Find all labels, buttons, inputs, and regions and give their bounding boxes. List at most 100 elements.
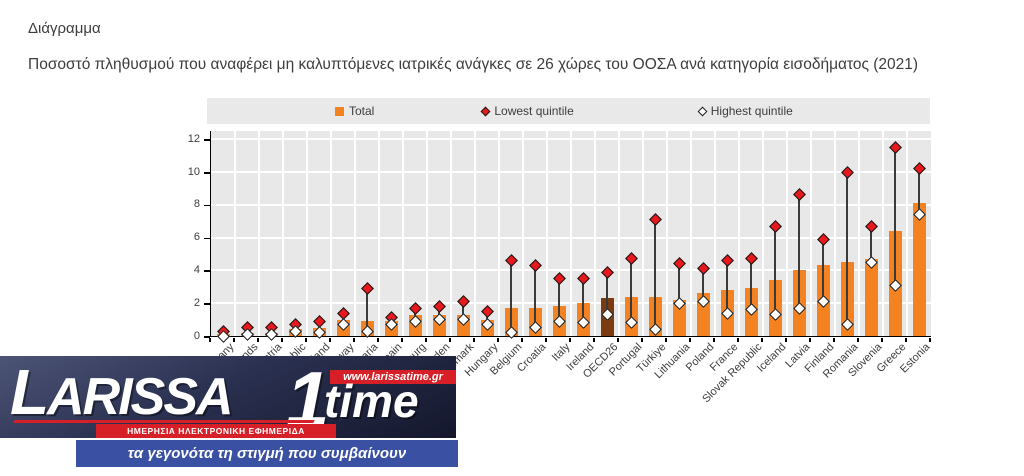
watermark-url: www.larissatime.gr — [330, 370, 456, 384]
gridline-v — [498, 131, 500, 336]
lowest-quintile-marker-Portugal — [624, 252, 638, 266]
gridline-v — [666, 131, 668, 336]
x-axis-tick — [737, 337, 739, 342]
gridline-v — [378, 131, 380, 336]
x-axis-tick — [761, 337, 763, 342]
watermark-subtitle: ΗΜΕΡΗΣΙΑ ΗΛΕΚΤΡΟΝΙΚΗ ΕΦΗΜΕΡΙΔΑ — [96, 424, 336, 438]
gridline-v — [906, 131, 908, 336]
y-axis-label: 0 — [193, 329, 200, 342]
quintile-range-line-Sweden — [438, 306, 440, 320]
x-axis-tick — [377, 337, 379, 342]
y-axis-label: 10 — [187, 165, 200, 178]
quintile-range-line-Denmark — [462, 301, 464, 320]
quintile-range-line-OECD26 — [606, 272, 608, 315]
gridline-v — [738, 131, 740, 336]
y-axis-tick — [204, 172, 210, 174]
highest-quintile-diamond-icon — [697, 106, 708, 116]
y-axis-label: 2 — [193, 296, 200, 309]
gridline-v — [594, 131, 596, 336]
quintile-range-line-Slovenia — [870, 226, 872, 263]
quintile-range-line-Finland — [822, 239, 824, 302]
x-axis-tick — [545, 337, 547, 342]
x-axis-tick — [665, 337, 667, 342]
quintile-range-line-Bulgaria — [366, 288, 368, 332]
gridline-v — [834, 131, 836, 336]
watermark-brand-secondary: time — [324, 375, 419, 427]
y-axis-label: 6 — [193, 231, 200, 244]
watermark-brand-text: LARISSA — [10, 356, 234, 428]
x-axis-tick — [833, 337, 835, 342]
x-axis-tick — [305, 337, 307, 342]
quintile-range-line-Lithuania — [678, 263, 680, 304]
gridline-v — [570, 131, 572, 336]
quintile-range-line-Portugal — [630, 258, 632, 323]
legend-lowest-label: Lowest quintile — [494, 104, 574, 118]
quintile-range-line-Croatia — [534, 265, 536, 328]
quintile-range-line-Iceland — [774, 226, 776, 315]
gridline-v — [858, 131, 860, 336]
watermark-tagline: τα γεγονότα τη στιγμή που συμβαίνουν — [76, 440, 458, 467]
total-square-icon — [335, 106, 344, 116]
gridline-v — [234, 131, 236, 336]
x-axis-tick — [569, 337, 571, 342]
legend-total-label: Total — [349, 104, 375, 118]
x-axis-tick — [281, 337, 283, 342]
quintile-range-line-Greece — [894, 147, 896, 286]
plot-area — [210, 131, 931, 343]
larissatime-watermark: LARISSA 1 www.larissatime.gr time ΗΜΕΡΗΣ… — [0, 356, 459, 470]
x-axis-tick — [521, 337, 523, 342]
x-axis-tick — [785, 337, 787, 342]
bar-Lithuania — [672, 299, 686, 336]
document-label: Διάγραμμα — [28, 20, 101, 37]
gridline-v — [450, 131, 452, 336]
quintile-range-line-Luxembourg — [414, 308, 416, 322]
lowest-quintile-marker-Poland — [696, 262, 710, 276]
chart-legend: Total Lowest quintile Highest quintile — [207, 98, 930, 124]
gridline-v — [810, 131, 812, 336]
lowest-quintile-marker-Greece — [888, 141, 902, 154]
lowest-quintile-marker-France — [720, 254, 734, 267]
gridline-v — [282, 131, 284, 336]
gridline-v — [522, 131, 524, 336]
gridline-v — [258, 131, 260, 336]
gridline-v — [354, 131, 356, 336]
gridline-v — [786, 131, 788, 336]
gridline-v — [426, 131, 428, 336]
lowest-quintile-diamond-icon — [480, 106, 491, 116]
quintile-range-line-Belgium — [510, 260, 512, 333]
lowest-quintile-marker-Belgium — [504, 254, 518, 267]
y-axis-label: 8 — [193, 198, 200, 211]
gridline-v — [714, 131, 716, 336]
x-axis-tick — [809, 337, 811, 342]
lowest-quintile-marker-Bulgaria — [360, 282, 374, 295]
gridline-v — [642, 131, 644, 336]
y-axis-label: 4 — [193, 263, 200, 276]
x-axis-tick — [905, 337, 907, 342]
lowest-quintile-marker-Romania — [840, 165, 854, 179]
gridline-v — [546, 131, 548, 336]
y-axis-tick — [204, 336, 210, 338]
x-axis-tick — [593, 337, 595, 342]
quintile-range-line-Romania — [846, 172, 848, 325]
lowest-quintile-marker-Türkiye — [648, 213, 662, 226]
lowest-quintile-marker-Slovak Republic — [744, 252, 758, 266]
watermark-red-underline — [13, 420, 315, 423]
x-axis-tick — [209, 337, 211, 342]
y-axis-tick — [204, 139, 210, 141]
y-axis-tick — [204, 303, 210, 305]
lowest-quintile-marker-Italy — [552, 272, 566, 285]
x-axis-tick — [929, 337, 931, 342]
y-axis-tick — [204, 270, 210, 272]
lowest-quintile-marker-Slovenia — [864, 219, 878, 233]
gridline-v — [402, 131, 404, 336]
lowest-quintile-marker-Finland — [816, 232, 830, 246]
bar-Slovenia — [864, 258, 878, 336]
x-axis-tick — [473, 337, 475, 342]
lowest-quintile-marker-Denmark — [456, 295, 470, 308]
x-axis-tick — [353, 337, 355, 342]
lowest-quintile-marker-Iceland — [768, 219, 782, 233]
gridline-v — [882, 131, 884, 336]
x-axis-tick — [713, 337, 715, 342]
gridline-v — [474, 131, 476, 336]
